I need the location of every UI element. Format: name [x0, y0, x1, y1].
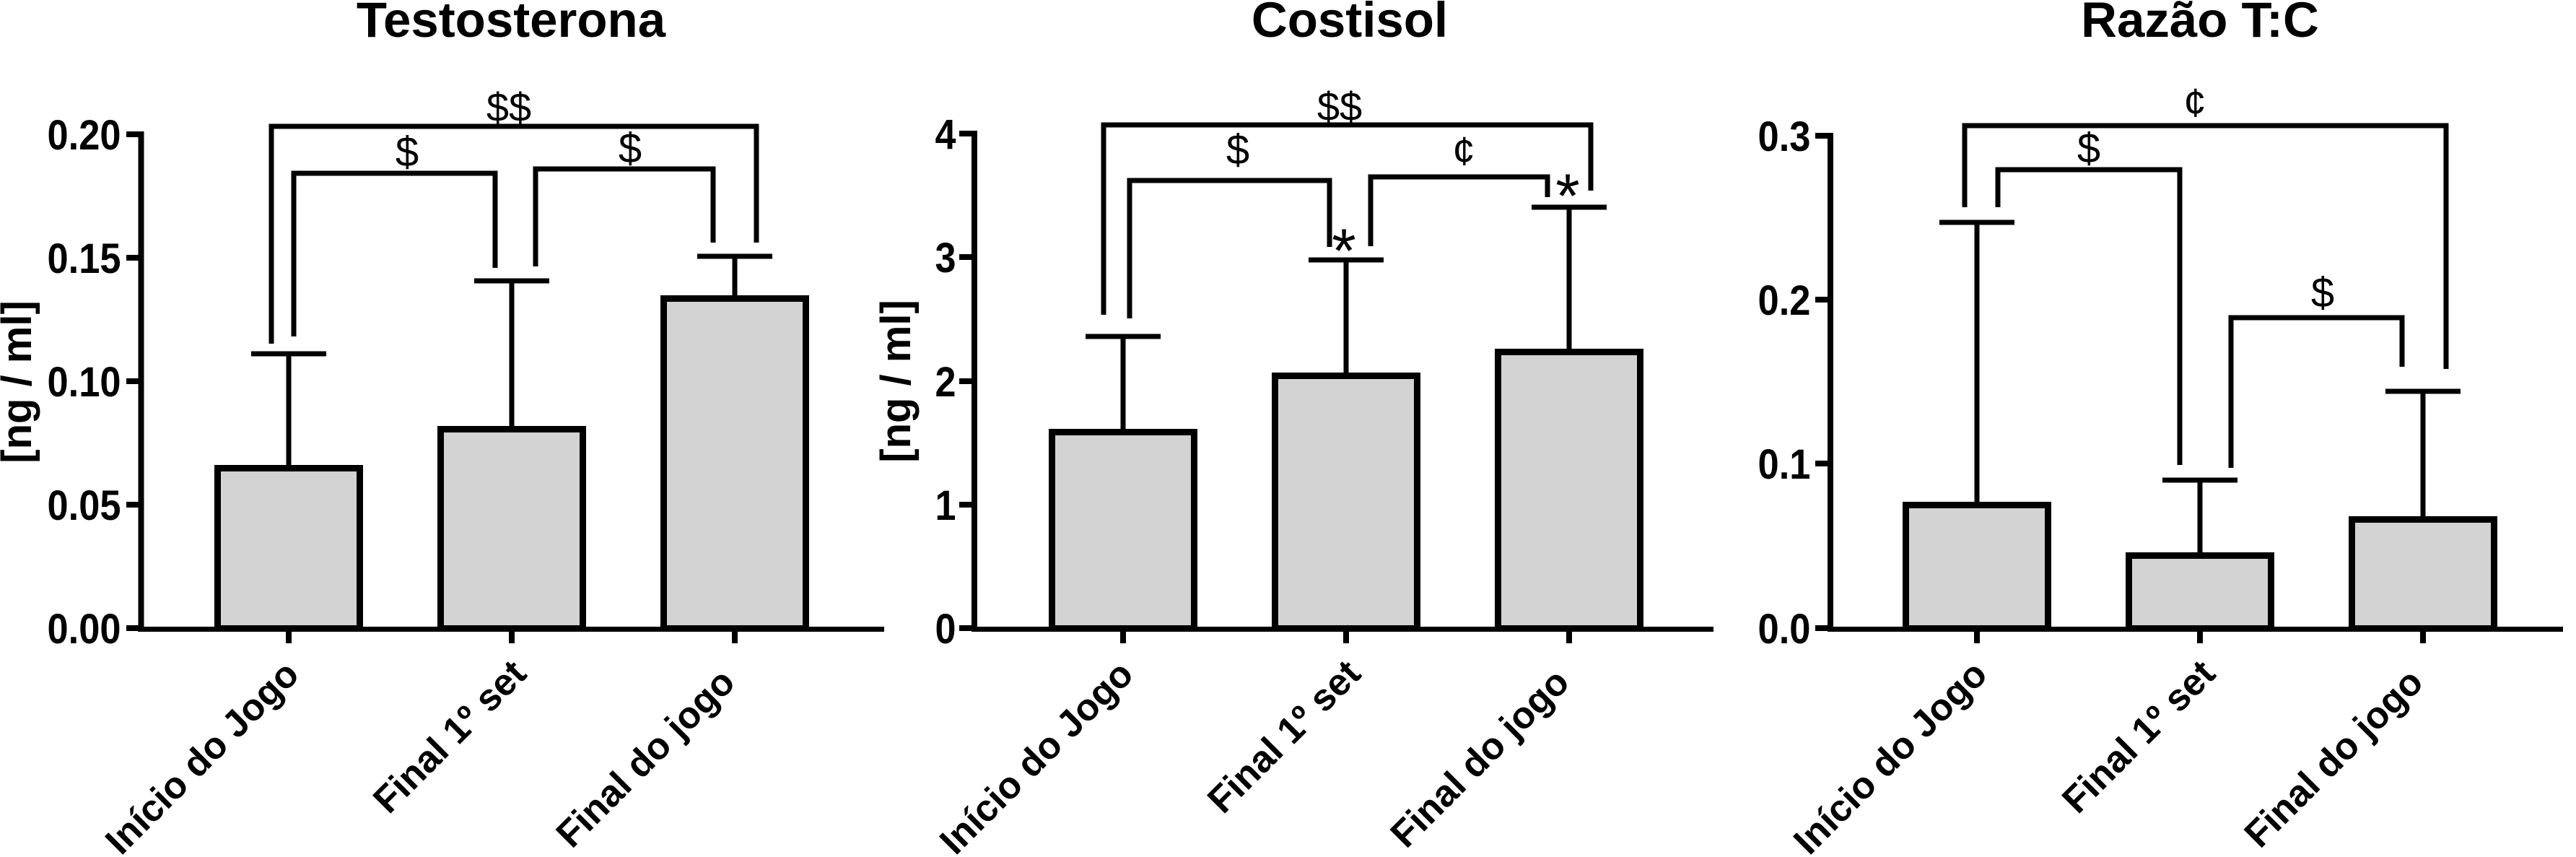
svg-text:¢: ¢ [2183, 79, 2206, 125]
svg-text:*: * [1555, 162, 1579, 231]
svg-text:$: $ [2077, 125, 2100, 172]
svg-text:4: 4 [935, 111, 956, 158]
svg-text:Razão T:C: Razão T:C [2081, 0, 2319, 48]
svg-text:0.20: 0.20 [48, 112, 121, 159]
svg-text:$$: $$ [486, 84, 531, 130]
svg-text:¢: ¢ [1452, 128, 1475, 173]
svg-text:Costisol: Costisol [1252, 0, 1448, 48]
svg-text:0.1: 0.1 [1758, 441, 1811, 488]
svg-text:0: 0 [935, 606, 956, 653]
svg-text:3: 3 [935, 235, 956, 282]
svg-text:$$: $$ [1317, 84, 1362, 129]
svg-text:$: $ [2311, 269, 2334, 316]
svg-text:0.2: 0.2 [1758, 277, 1811, 324]
svg-text:[ng / ml]: [ng / ml] [873, 300, 920, 463]
svg-text:0.15: 0.15 [48, 235, 121, 282]
svg-text:1: 1 [935, 482, 956, 529]
svg-text:$: $ [1226, 126, 1249, 173]
svg-text:$: $ [396, 129, 419, 175]
svg-text:0.3: 0.3 [1758, 113, 1811, 160]
svg-text:*: * [1332, 217, 1355, 286]
svg-text:0.00: 0.00 [48, 606, 121, 653]
svg-text:[ng / ml]: [ng / ml] [0, 300, 40, 464]
svg-text:Testosterona: Testosterona [357, 0, 666, 48]
svg-text:0.0: 0.0 [1758, 606, 1811, 653]
svg-text:0.05: 0.05 [48, 482, 121, 529]
svg-text:$: $ [619, 125, 642, 172]
svg-text:2: 2 [935, 359, 956, 406]
svg-text:0.10: 0.10 [48, 359, 121, 406]
